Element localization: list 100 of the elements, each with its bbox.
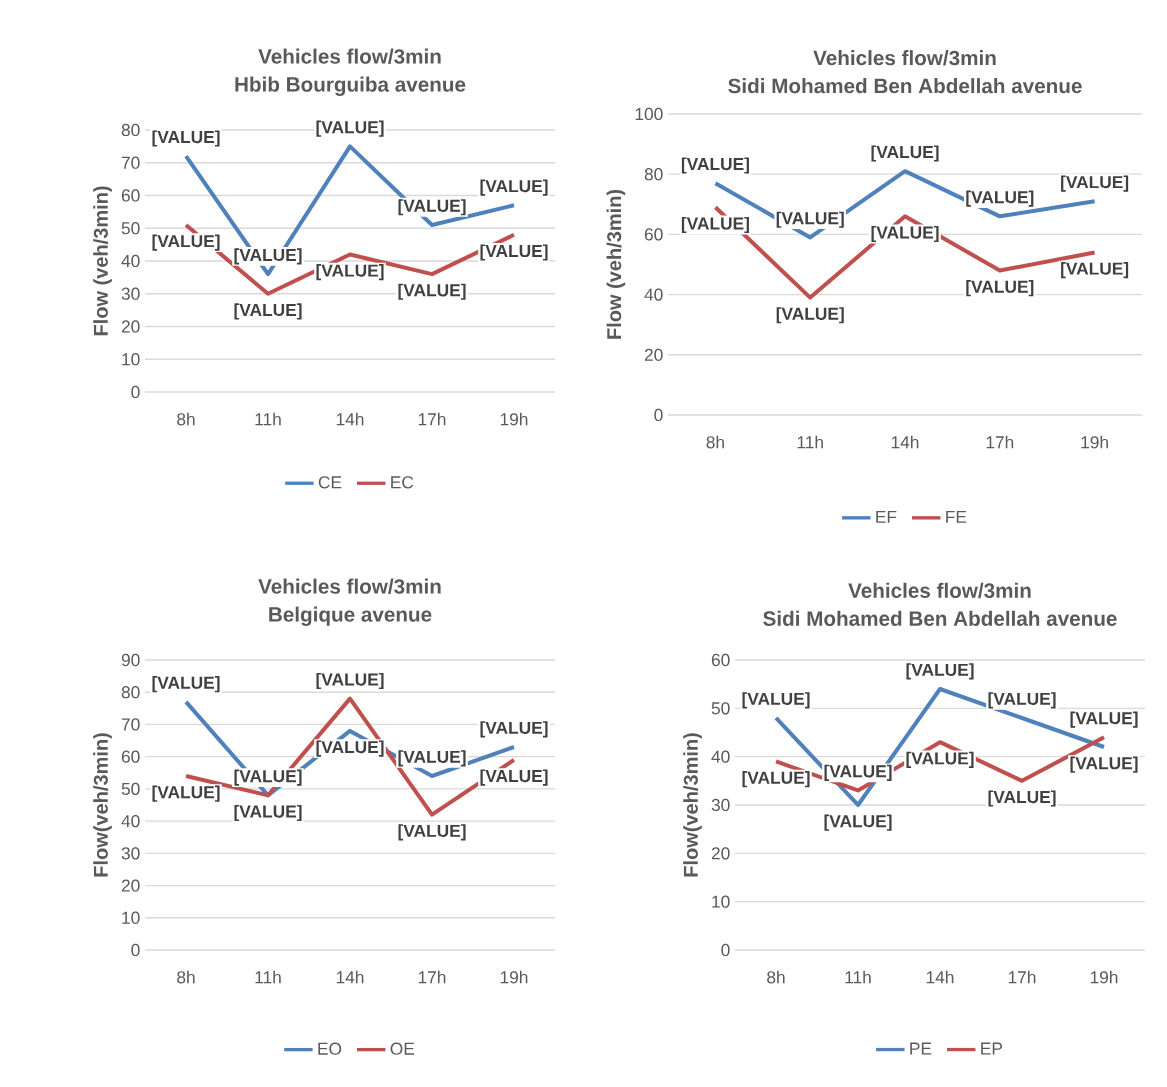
y-tick-label: 60 bbox=[121, 750, 140, 763]
y-tick-label: 40 bbox=[121, 814, 140, 828]
x-tick-label: 11h bbox=[797, 435, 823, 449]
data-label: [VALUE] bbox=[152, 234, 220, 251]
x-tick-label: 17h bbox=[418, 412, 446, 426]
legend-label: EO bbox=[318, 1042, 342, 1055]
y-axis-title: Flow(veh/3min) bbox=[683, 733, 702, 877]
x-tick-label: 8h bbox=[706, 435, 724, 449]
chart-subtitle: Hbib Bourguiba avenue bbox=[235, 76, 466, 96]
x-tick-label: 11h bbox=[845, 970, 871, 984]
y-tick-label: 20 bbox=[711, 847, 730, 860]
x-tick-label: 19h bbox=[1081, 435, 1108, 449]
x-tick-label: 17h bbox=[418, 970, 446, 984]
y-tick-label: 70 bbox=[121, 718, 140, 731]
x-tick-label: 19h bbox=[1090, 970, 1118, 984]
y-tick-label: 80 bbox=[121, 686, 140, 699]
chart-title: Vehicles flow/3min bbox=[813, 50, 996, 66]
data-label: [VALUE] bbox=[398, 824, 466, 841]
y-tick-label: 30 bbox=[121, 287, 140, 300]
x-tick-label: 11h bbox=[255, 970, 281, 984]
data-label: [VALUE] bbox=[480, 244, 548, 261]
chart-subtitle: Sidi Mohamed Ben Abdellah avenue bbox=[763, 610, 1117, 626]
data-label: [VALUE] bbox=[316, 120, 384, 137]
x-tick-label: 19h bbox=[500, 970, 528, 984]
x-tick-label: 8h bbox=[767, 970, 785, 984]
legend-label: EP bbox=[981, 1042, 1002, 1055]
data-label: [VALUE] bbox=[742, 692, 810, 709]
chart-title: Vehicles flow/3min bbox=[258, 578, 441, 594]
data-label: [VALUE] bbox=[871, 145, 939, 162]
data-label: [VALUE] bbox=[824, 764, 892, 781]
y-tick-label: 90 bbox=[121, 653, 140, 667]
data-label: [VALUE] bbox=[681, 216, 749, 234]
y-tick-label: 60 bbox=[121, 189, 140, 202]
y-tick-label: 80 bbox=[121, 123, 140, 137]
y-tick-label: 20 bbox=[121, 879, 140, 892]
data-label: [VALUE] bbox=[234, 303, 302, 320]
data-label: [VALUE] bbox=[398, 283, 466, 300]
legend-label: PE bbox=[910, 1042, 932, 1055]
data-label: [VALUE] bbox=[1070, 711, 1138, 728]
data-label: [VALUE] bbox=[1061, 175, 1129, 192]
data-label: [VALUE] bbox=[824, 814, 892, 831]
data-label: [VALUE] bbox=[966, 190, 1034, 207]
data-label: [VALUE] bbox=[776, 307, 844, 324]
data-label: [VALUE] bbox=[480, 721, 548, 738]
y-tick-label: 30 bbox=[711, 798, 730, 812]
x-tick-label: 14h bbox=[336, 970, 364, 984]
y-axis-title: Flow (veh/3min) bbox=[606, 189, 626, 339]
data-label: [VALUE] bbox=[988, 790, 1056, 807]
y-tick-label: 50 bbox=[121, 782, 140, 796]
y-tick-label: 20 bbox=[121, 320, 140, 333]
data-label: [VALUE] bbox=[906, 751, 974, 768]
y-tick-label: 0 bbox=[131, 943, 140, 957]
data-label: [VALUE] bbox=[234, 248, 302, 265]
y-tick-label: 70 bbox=[121, 156, 140, 169]
data-label: [VALUE] bbox=[316, 672, 384, 690]
y-tick-label: 20 bbox=[644, 348, 663, 361]
data-label: [VALUE] bbox=[398, 199, 466, 216]
x-tick-label: 8h bbox=[177, 970, 195, 984]
data-label: [VALUE] bbox=[1061, 262, 1129, 279]
x-tick-label: 17h bbox=[986, 435, 1014, 449]
y-tick-label: 40 bbox=[644, 288, 663, 301]
x-tick-label: 11h bbox=[255, 412, 281, 426]
data-label: [VALUE] bbox=[234, 804, 302, 822]
y-tick-label: 80 bbox=[644, 168, 663, 181]
y-tick-label: 10 bbox=[122, 353, 140, 366]
legend-label: EF bbox=[876, 510, 897, 523]
legend-label: OE bbox=[390, 1042, 415, 1055]
data-label: [VALUE] bbox=[152, 130, 220, 147]
data-label: [VALUE] bbox=[742, 771, 810, 788]
y-tick-label: 0 bbox=[654, 408, 663, 422]
y-tick-label: 40 bbox=[121, 254, 140, 268]
y-tick-label: 50 bbox=[711, 702, 730, 715]
x-tick-label: 17h bbox=[1008, 970, 1036, 984]
y-tick-label: 100 bbox=[635, 107, 663, 121]
chart-subtitle: Sidi Mohamed Ben Abdellah avenue bbox=[728, 78, 1082, 94]
y-tick-label: 10 bbox=[122, 911, 140, 924]
y-axis-title: Flow(veh/3min) bbox=[93, 733, 112, 877]
chart-subtitle: Belgique avenue bbox=[269, 606, 432, 626]
x-tick-label: 14h bbox=[891, 435, 919, 449]
data-label: [VALUE] bbox=[681, 157, 749, 174]
data-label: [VALUE] bbox=[906, 663, 974, 680]
x-tick-label: 8h bbox=[177, 412, 195, 426]
chart-title: Vehicles flow/3min bbox=[258, 48, 441, 64]
data-label: [VALUE] bbox=[152, 676, 220, 693]
y-tick-label: 0 bbox=[131, 385, 140, 399]
y-tick-label: 30 bbox=[121, 847, 140, 860]
x-tick-label: 19h bbox=[500, 412, 528, 426]
y-tick-label: 60 bbox=[644, 228, 663, 241]
legend-label: EC bbox=[391, 476, 414, 489]
data-label: [VALUE] bbox=[152, 785, 220, 802]
legend-label: FE bbox=[946, 510, 967, 523]
data-label: [VALUE] bbox=[966, 280, 1034, 297]
data-label: [VALUE] bbox=[316, 740, 384, 757]
x-tick-label: 14h bbox=[926, 970, 954, 984]
y-tick-label: 60 bbox=[711, 653, 730, 667]
chart-title: Vehicles flow/3min bbox=[848, 582, 1031, 599]
legend-label: CE bbox=[318, 476, 342, 489]
y-tick-label: 0 bbox=[721, 943, 730, 957]
data-label: [VALUE] bbox=[1070, 756, 1138, 773]
data-label: [VALUE] bbox=[398, 750, 466, 767]
